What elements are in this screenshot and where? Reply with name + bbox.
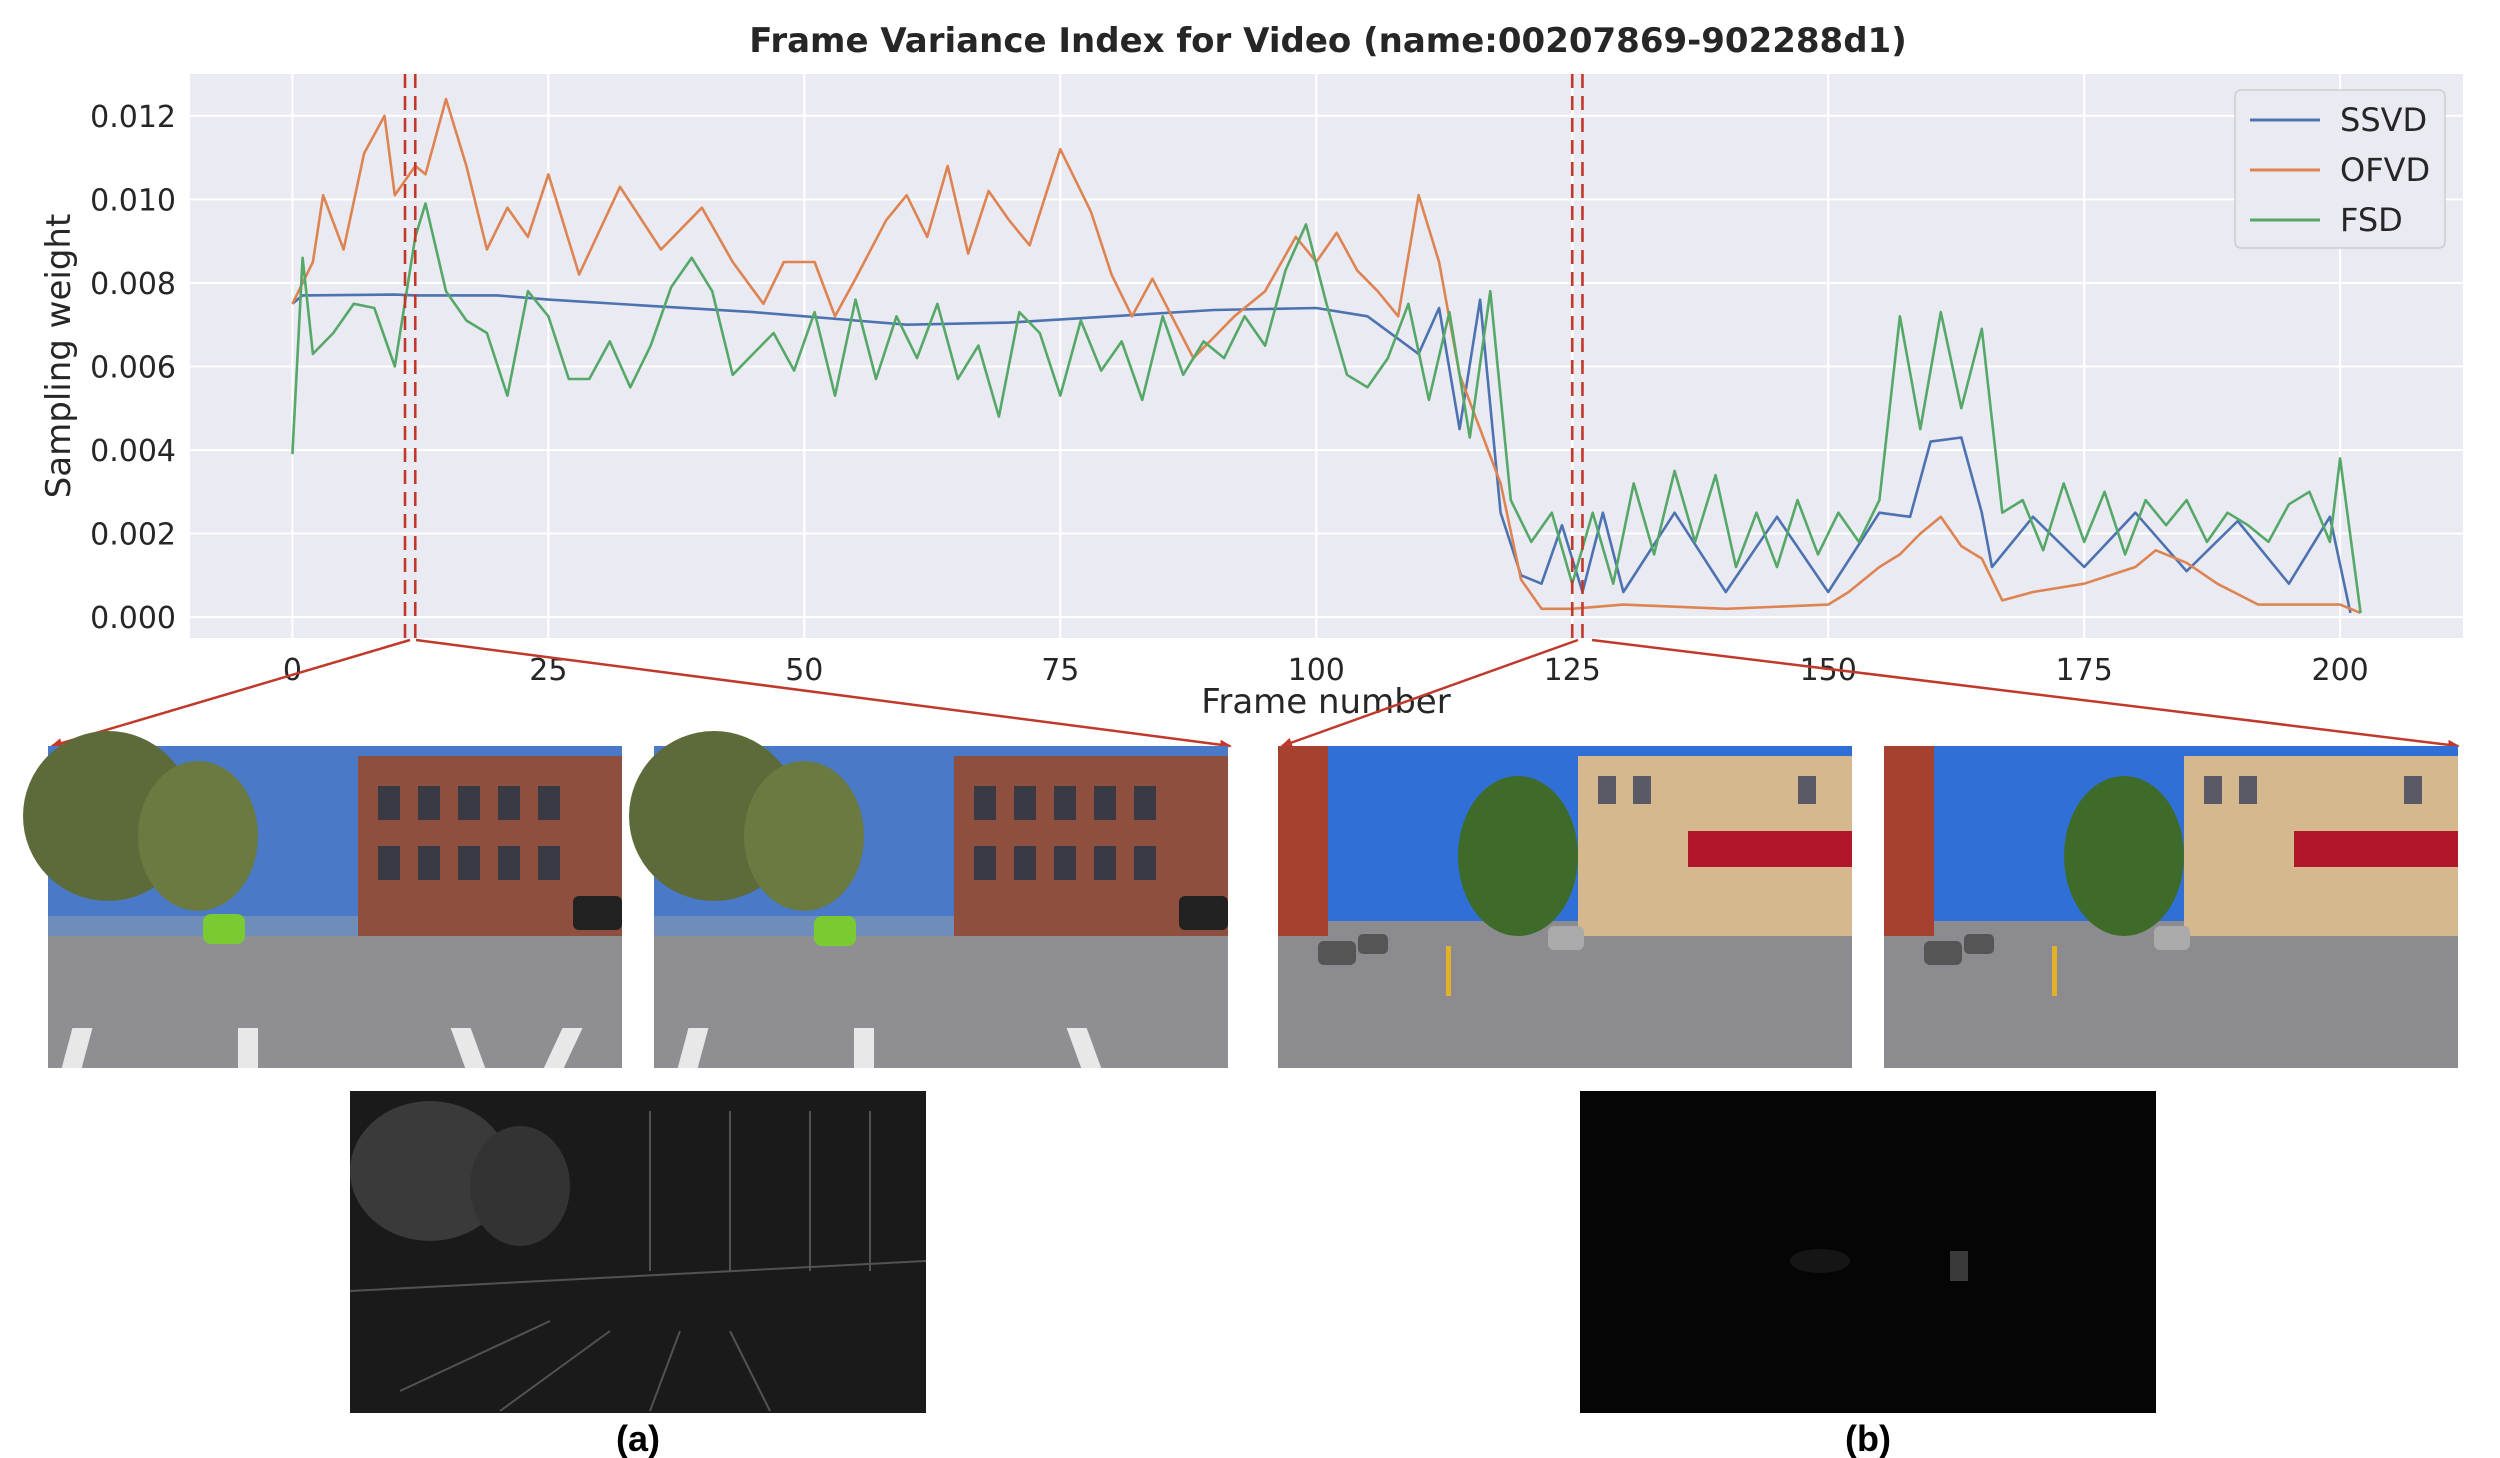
- highlight-layer: [403, 74, 1584, 638]
- y-tick-label: 0.010: [90, 183, 176, 218]
- callout-arrow-a-right: [415, 638, 1232, 750]
- legend-label-ssvd: SSVD: [2340, 101, 2427, 139]
- callout-arrow-a-left: [50, 638, 411, 748]
- callout-arrow-b-right: [1591, 638, 2460, 750]
- x-tick-label: 200: [2312, 653, 2369, 688]
- x-tick-label: 75: [1041, 653, 1079, 688]
- y-tick-label: 0.006: [90, 350, 176, 385]
- y-tick-labels: 0.000 0.002 0.004 0.006 0.008 0.010 0.012: [90, 100, 176, 636]
- callout-arrow-b-left: [1280, 638, 1579, 748]
- series-line-ssvd: [291, 293, 2352, 614]
- x-tick-label: 100: [1288, 653, 1345, 688]
- frame-photo-b1: [1278, 746, 1852, 1068]
- legend-box: [2234, 89, 2446, 249]
- legend-label-ofvd: OFVD: [2340, 151, 2430, 189]
- frame-photo-a2: [543, 731, 1228, 1068]
- series-line-ofvd: [291, 97, 2362, 615]
- difference-image-b: [1580, 1091, 2156, 1413]
- y-tick-label: 0.004: [90, 434, 176, 469]
- legend-label-fsd: FSD: [2340, 201, 2403, 239]
- y-tick-label: 0.012: [90, 100, 176, 135]
- y-tick-label: 0.002: [90, 518, 176, 553]
- x-tick-label: 175: [2056, 653, 2113, 688]
- difference-image-a: [349, 1091, 927, 1413]
- x-tick-label: 50: [785, 653, 823, 688]
- callout-arrows: [50, 638, 2460, 750]
- y-axis-label: Sampling weight: [39, 214, 79, 499]
- caption-a: (a): [616, 1418, 660, 1458]
- y-tick-label: 0.000: [90, 601, 176, 636]
- x-tick-label: 0: [283, 653, 302, 688]
- x-axis-label: Frame number: [1201, 682, 1450, 722]
- caption-b: (b): [1845, 1418, 1891, 1458]
- x-tick-label: 125: [1544, 653, 1601, 688]
- series-line-fsd: [291, 202, 2362, 614]
- frame-photo-a1: [23, 731, 622, 1068]
- series-layer: [291, 97, 2362, 615]
- legend: SSVD OFVD FSD: [2234, 89, 2446, 249]
- plot-area: [190, 74, 2463, 638]
- y-tick-label: 0.008: [90, 267, 176, 302]
- frame-photo-b2: [1884, 746, 2458, 1068]
- chart-title: Frame Variance Index for Video (name:002…: [749, 21, 1906, 61]
